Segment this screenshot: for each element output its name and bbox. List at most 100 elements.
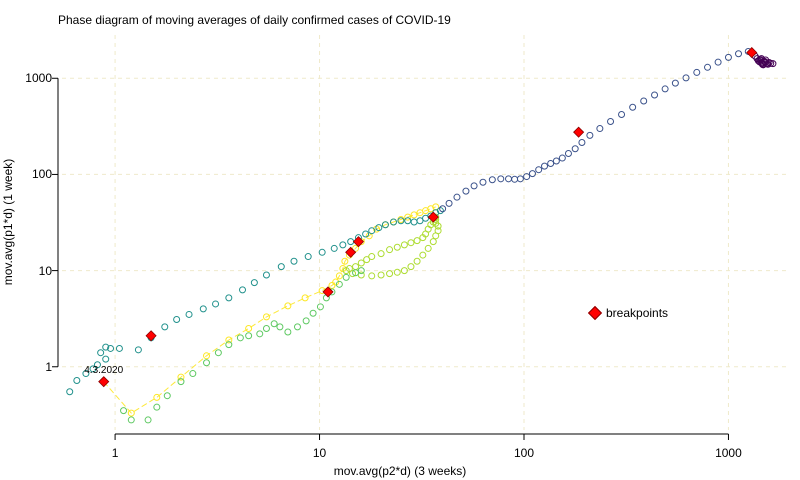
data-point [302,317,310,325]
data-point [528,170,536,178]
data-point [704,63,712,71]
data-point [497,175,505,183]
data-point [535,166,543,174]
data-point [161,323,169,331]
data-point [144,416,152,424]
data-point [185,310,193,318]
data-point [547,159,555,167]
data-point [239,286,247,294]
data-point [199,305,207,313]
data-point [714,58,722,66]
data-point [596,125,604,133]
breakpoint-marker [98,376,110,388]
breakpoint-marker [573,126,585,138]
data-point [693,68,701,76]
data-point [177,378,185,386]
data-point [375,224,383,232]
data-point [377,271,385,279]
data-point [759,61,767,69]
y-axis-label: mov.avg(p1*d) (1 week) [1,158,15,286]
data-point [404,213,412,221]
data-point [368,272,376,280]
y-tick-label: 1000 [25,71,52,86]
data-point [558,154,566,162]
data-point [163,392,171,400]
x-tick-label: 1 [111,446,119,460]
data-point [410,218,418,226]
data-point [277,263,285,271]
data-point [505,175,513,183]
data-point [753,55,761,63]
x-tick-label: 100 [513,446,534,460]
data-point [189,370,197,378]
data-point [407,239,415,247]
data-point [363,256,371,264]
data-point [470,182,478,190]
data-point [424,244,432,252]
data-point [386,270,394,278]
data-point [214,349,222,357]
start-date-annotation: 4.3.2020 [84,364,124,376]
data-point [318,248,326,256]
data-point [661,85,669,93]
data-point [436,207,444,215]
data-point [342,273,350,281]
data-point [586,131,594,139]
data-point [393,268,401,276]
data-point [419,251,427,259]
data-point [671,79,679,87]
data-point [245,324,253,332]
data-point [134,346,142,354]
data-point [357,271,365,279]
legend: breakpoints [587,305,668,321]
data-point [342,267,350,275]
data-point [397,217,405,225]
data-point [89,365,97,373]
data-point [245,332,253,340]
data-point [332,278,340,286]
breakpoint-marker [322,286,334,298]
data-point [400,267,408,275]
data-point [284,302,292,310]
data-point [462,187,470,195]
data-point [368,253,376,261]
data-point [284,328,292,336]
data-point [511,175,519,183]
data-point [393,243,401,251]
data-point [352,244,360,252]
data-point [413,257,421,265]
data-point [262,324,270,332]
data-point [410,211,418,219]
legend-diamond-marker [587,305,603,321]
data-point [769,60,777,68]
data-point [488,176,496,184]
data-point [629,103,637,111]
data-point [97,349,105,357]
data-point [419,234,427,242]
data-point [386,246,394,254]
breakpoint-marker [145,330,157,342]
data-point [724,53,732,61]
data-point [225,336,233,344]
breakpoint-marker [352,236,365,248]
data-point [434,227,442,235]
data-point [357,267,365,275]
data-point [225,341,233,349]
data-point [309,309,317,317]
data-point [153,403,161,411]
data-point [330,244,338,252]
data-point [640,97,648,105]
data-point [352,263,360,271]
data-point [153,393,161,401]
data-point [212,300,220,308]
data-point [339,241,347,249]
data-point [429,238,437,246]
data-point [225,294,233,302]
breakpoint-marker [345,246,357,258]
y-tick-label: 10 [38,263,52,278]
y-tick-label: 1 [45,359,52,374]
data-point [439,205,447,213]
data-point [416,217,424,225]
data-point [347,238,355,246]
